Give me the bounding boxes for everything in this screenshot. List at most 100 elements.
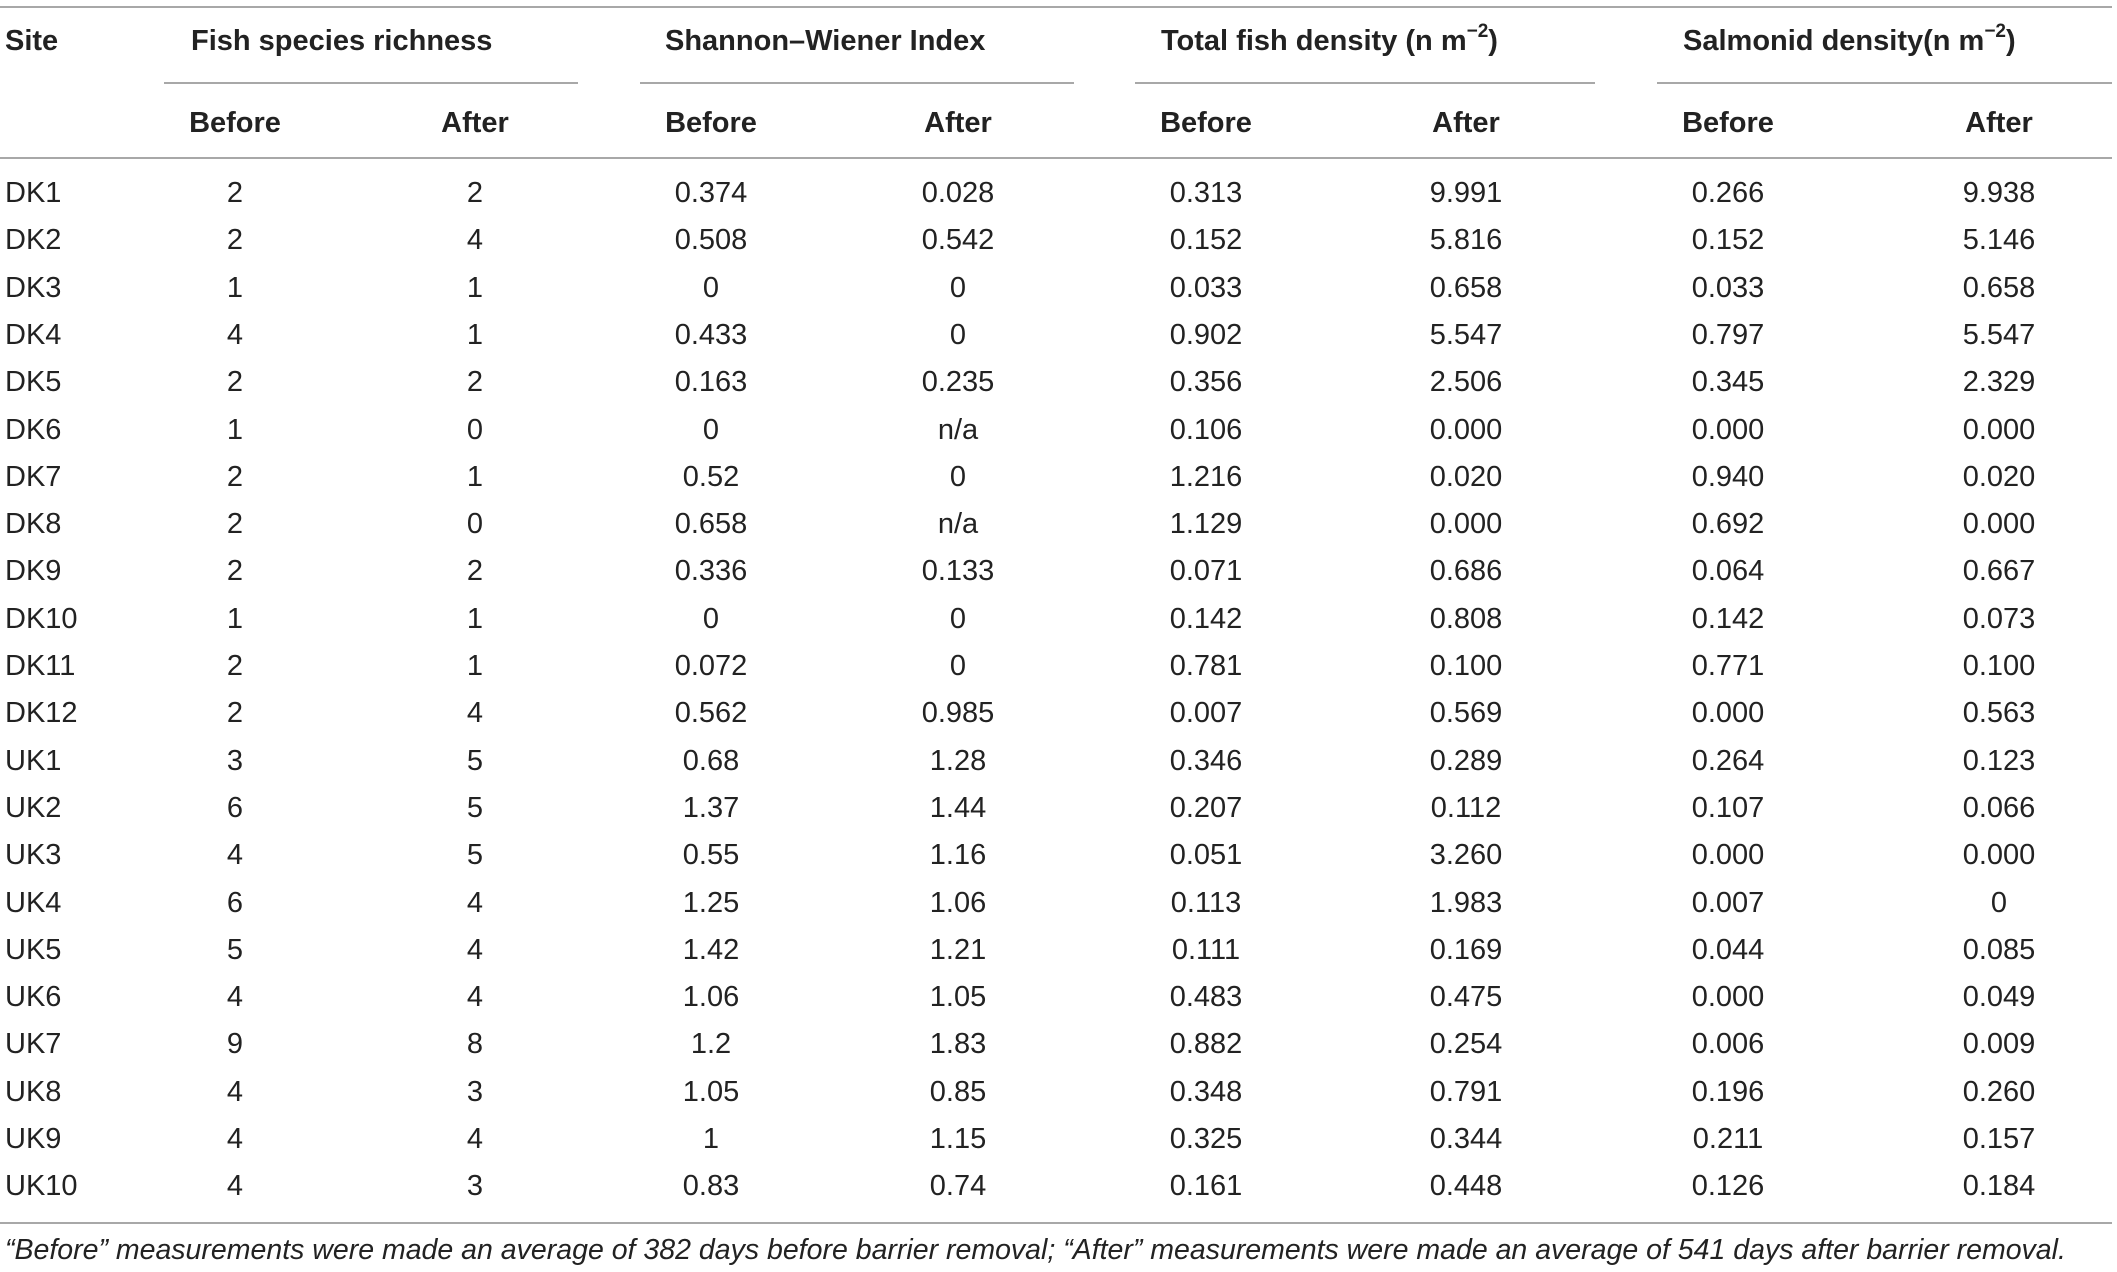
- header-group-unit: (n m: [1923, 25, 1985, 57]
- cell-shannon-before: 1.37: [682, 791, 740, 824]
- cell-total-density-after: 0.000: [1429, 508, 1503, 541]
- cell-total-density-after: 0.475: [1429, 981, 1503, 1014]
- group-underline-richness: [164, 82, 578, 84]
- cell-total-density-before: 0.483: [1169, 981, 1243, 1014]
- cell-total-density-after: 0.112: [1430, 791, 1502, 824]
- cell-salmonid-density-after: 5.146: [1962, 224, 2036, 257]
- header-group-unit-close: ): [2006, 25, 2016, 57]
- header-salmonid-density-after: After: [1965, 107, 2033, 139]
- cell-richness-after: 2: [466, 366, 484, 399]
- cell-shannon-after: n/a: [937, 413, 979, 446]
- table-row: DK11 2 1 0.072 0 0.781 0.100 0.771 0.100: [0, 643, 2112, 690]
- table-row: DK1 2 2 0.374 0.028 0.313 9.991 0.266 9.938: [0, 170, 2112, 217]
- table-row: UK5 5 4 1.42 1.21 0.111 0.169 0.044 0.085: [0, 927, 2112, 974]
- cell-salmonid-density-after: 0.000: [1962, 413, 2036, 446]
- cell-total-density-after: 5.816: [1429, 224, 1503, 257]
- header-group-title: Salmonid density: [1683, 25, 1924, 57]
- cell-total-density-before: 0.902: [1169, 318, 1243, 351]
- cell-total-density-after: 1.983: [1429, 886, 1503, 919]
- cell-richness-before: 4: [226, 1075, 244, 1108]
- table-row: UK9 4 4 1 1.15 0.325 0.344 0.211 0.157: [0, 1116, 2112, 1163]
- cell-total-density-before: 0.152: [1169, 224, 1243, 257]
- cell-salmonid-density-after: 2.329: [1962, 366, 2036, 399]
- cell-site: DK10: [5, 602, 78, 635]
- cell-richness-after: 2: [466, 177, 484, 209]
- cell-salmonid-density-after: 0.260: [1962, 1075, 2036, 1108]
- cell-richness-before: 2: [226, 555, 244, 588]
- cell-salmonid-density-after: 0.658: [1962, 271, 2036, 304]
- cell-richness-before: 9: [226, 1028, 244, 1061]
- cell-shannon-after: 1.44: [929, 791, 987, 824]
- cell-shannon-before: 0.658: [674, 508, 748, 541]
- header-group-total-density: Total fish density (n m−2): [1161, 22, 1498, 59]
- cell-salmonid-density-after: 0.184: [1962, 1170, 2036, 1203]
- cell-richness-after: 4: [466, 933, 484, 966]
- cell-shannon-before: 0: [702, 602, 720, 635]
- cell-richness-before: 2: [226, 697, 244, 730]
- cell-total-density-after: 0.169: [1429, 933, 1503, 966]
- table-top-rule: [0, 6, 2112, 8]
- cell-site: DK4: [5, 318, 62, 351]
- header-group-title: Fish species richness: [191, 25, 493, 57]
- cell-shannon-before: 0: [702, 413, 720, 446]
- cell-richness-after: 2: [466, 555, 484, 588]
- cell-site: UK10: [5, 1170, 78, 1203]
- cell-salmonid-density-before: 0.266: [1691, 177, 1765, 209]
- cell-richness-before: 4: [226, 981, 244, 1014]
- header-group-richness: Fish species richness: [191, 23, 492, 59]
- cell-total-density-after: 0.254: [1429, 1028, 1503, 1061]
- cell-site: UK6: [5, 981, 62, 1014]
- cell-salmonid-density-before: 0.196: [1691, 1075, 1765, 1108]
- cell-salmonid-density-before: 0.107: [1691, 791, 1765, 824]
- table-row: DK3 1 1 0 0 0.033 0.658 0.033 0.658: [0, 265, 2112, 312]
- cell-total-density-before: 0.348: [1169, 1075, 1243, 1108]
- cell-total-density-after: 0.808: [1429, 602, 1503, 635]
- cell-total-density-after: 0.344: [1429, 1123, 1503, 1155]
- header-group-unit-close: ): [1488, 25, 1498, 57]
- cell-richness-before: 1: [226, 413, 244, 446]
- header-shannon-before: Before: [665, 107, 757, 139]
- cell-shannon-before: 0.508: [674, 224, 748, 257]
- cell-richness-after: 1: [466, 271, 484, 304]
- table-row: DK9 2 2 0.336 0.133 0.071 0.686 0.064 0.667: [0, 548, 2112, 595]
- cell-total-density-after: 5.547: [1429, 318, 1503, 351]
- cell-salmonid-density-after: 0.020: [1962, 460, 2036, 493]
- cell-salmonid-density-after: 0.009: [1962, 1028, 2036, 1061]
- cell-site: DK8: [5, 508, 62, 541]
- cell-total-density-before: 0.882: [1169, 1028, 1243, 1061]
- cell-shannon-before: 0.433: [674, 318, 748, 351]
- table-row: UK7 9 8 1.2 1.83 0.882 0.254 0.006 0.009: [0, 1021, 2112, 1068]
- cell-shannon-before: 0.374: [674, 177, 748, 209]
- cell-site: UK2: [5, 791, 62, 824]
- cell-total-density-after: 0.020: [1429, 460, 1503, 493]
- cell-site: UK4: [5, 886, 62, 919]
- cell-richness-before: 1: [226, 602, 244, 635]
- table-row: UK1 3 5 0.68 1.28 0.346 0.289 0.264 0.123: [0, 738, 2112, 785]
- cell-richness-after: 4: [466, 697, 484, 730]
- cell-salmonid-density-after: 0.066: [1962, 791, 2036, 824]
- cell-richness-after: 0: [466, 413, 484, 446]
- cell-salmonid-density-before: 0.345: [1691, 366, 1765, 399]
- cell-salmonid-density-before: 0.007: [1691, 886, 1765, 919]
- cell-salmonid-density-before: 0.126: [1691, 1170, 1765, 1203]
- cell-salmonid-density-after: 0.563: [1962, 697, 2036, 730]
- cell-shannon-after: n/a: [937, 508, 979, 541]
- cell-richness-before: 6: [226, 886, 244, 919]
- cell-site: UK9: [5, 1123, 62, 1155]
- cell-shannon-after: 0.235: [921, 366, 995, 399]
- cell-site: DK12: [5, 697, 78, 730]
- header-richness-before: Before: [189, 107, 281, 139]
- cell-shannon-after: 0.85: [929, 1075, 987, 1108]
- header-salmonid-density-before: Before: [1682, 107, 1774, 139]
- cell-shannon-before: 0: [702, 271, 720, 304]
- group-underline-total-density: [1135, 82, 1595, 84]
- table-row: DK4 4 1 0.433 0 0.902 5.547 0.797 5.547: [0, 312, 2112, 359]
- cell-salmonid-density-before: 0.000: [1691, 697, 1765, 730]
- cell-shannon-before: 0.55: [682, 839, 740, 872]
- table-row: DK10 1 1 0 0 0.142 0.808 0.142 0.073: [0, 596, 2112, 643]
- cell-richness-after: 8: [466, 1028, 484, 1061]
- header-richness-after: After: [441, 107, 509, 139]
- table-row: DK8 2 0 0.658 n/a 1.129 0.000 0.692 0.000: [0, 501, 2112, 548]
- cell-shannon-before: 0.83: [682, 1170, 740, 1203]
- cell-total-density-before: 0.071: [1169, 555, 1243, 588]
